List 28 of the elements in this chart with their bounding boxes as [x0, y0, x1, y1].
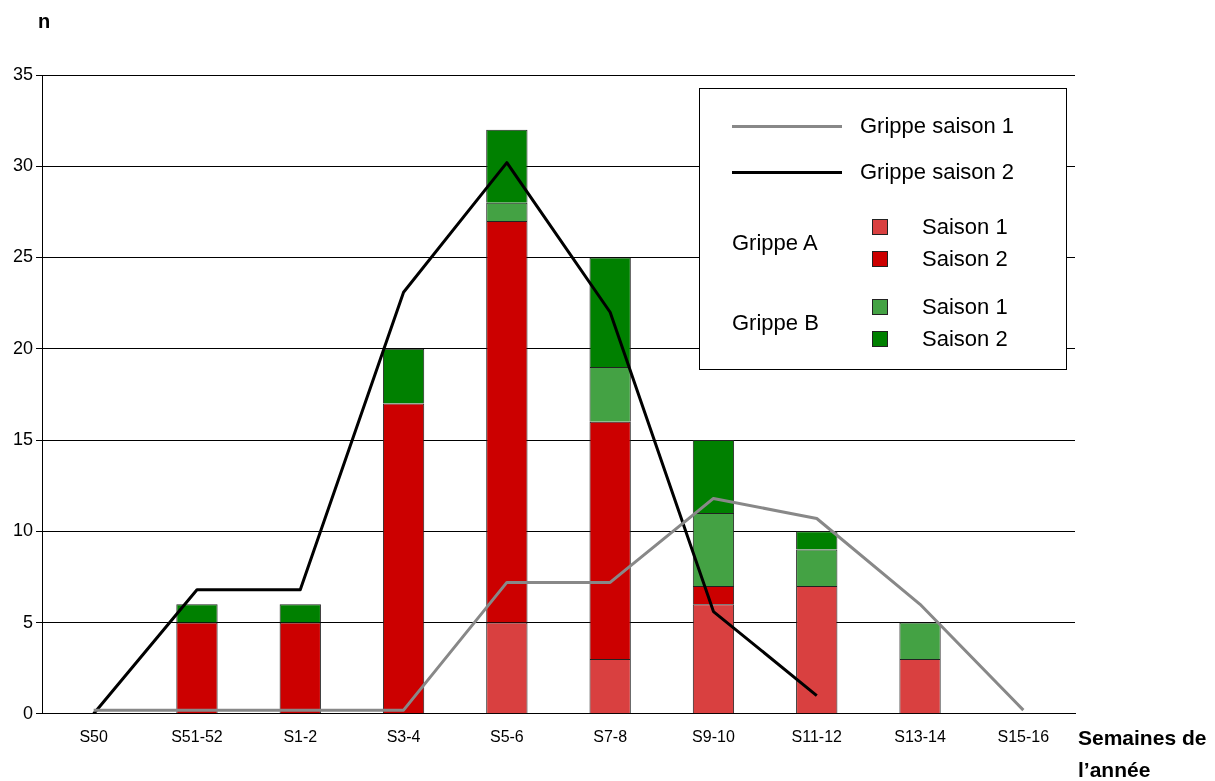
y-axis-title: n — [38, 10, 51, 33]
x-tick-label: S3-4 — [386, 727, 421, 745]
legend-label: Saison 1 — [922, 214, 1008, 240]
x-tick-label: S5-6 — [489, 727, 524, 745]
legend-label: Grippe saison 2 — [860, 159, 1015, 185]
legend-label: Saison 2 — [922, 326, 1008, 352]
y-tick-label: 20 — [12, 337, 34, 358]
x-tick-label: S7-8 — [593, 727, 628, 745]
legend-label: Saison 2 — [922, 246, 1008, 272]
x-tick-label: S13-14 — [894, 727, 946, 745]
x-tick-label: S9-10 — [692, 727, 735, 745]
y-tick-label: 5 — [23, 611, 34, 632]
x-tick-label: S1-2 — [283, 727, 318, 745]
x-tick-label: S51-52 — [171, 727, 223, 745]
y-tick-label: 10 — [12, 520, 34, 541]
x-tick-label: S50 — [79, 727, 109, 745]
legend-label: Grippe saison 1 — [860, 113, 1015, 139]
x-tick-label: S15-16 — [997, 727, 1050, 745]
x-axis-title: Semaines de l’année — [1078, 725, 1208, 781]
y-tick-label: 30 — [12, 155, 34, 176]
x-tick-label: S11-12 — [791, 727, 843, 745]
y-tick-label: 35 — [12, 63, 34, 84]
y-tick-label: 15 — [12, 429, 34, 449]
annotation: Grippe B — [731, 310, 820, 336]
annotation: Grippe A — [731, 230, 819, 256]
y-tick-label: 25 — [12, 246, 34, 267]
legend-label: Saison 1 — [922, 294, 1008, 320]
y-tick-label: 0 — [23, 702, 34, 723]
